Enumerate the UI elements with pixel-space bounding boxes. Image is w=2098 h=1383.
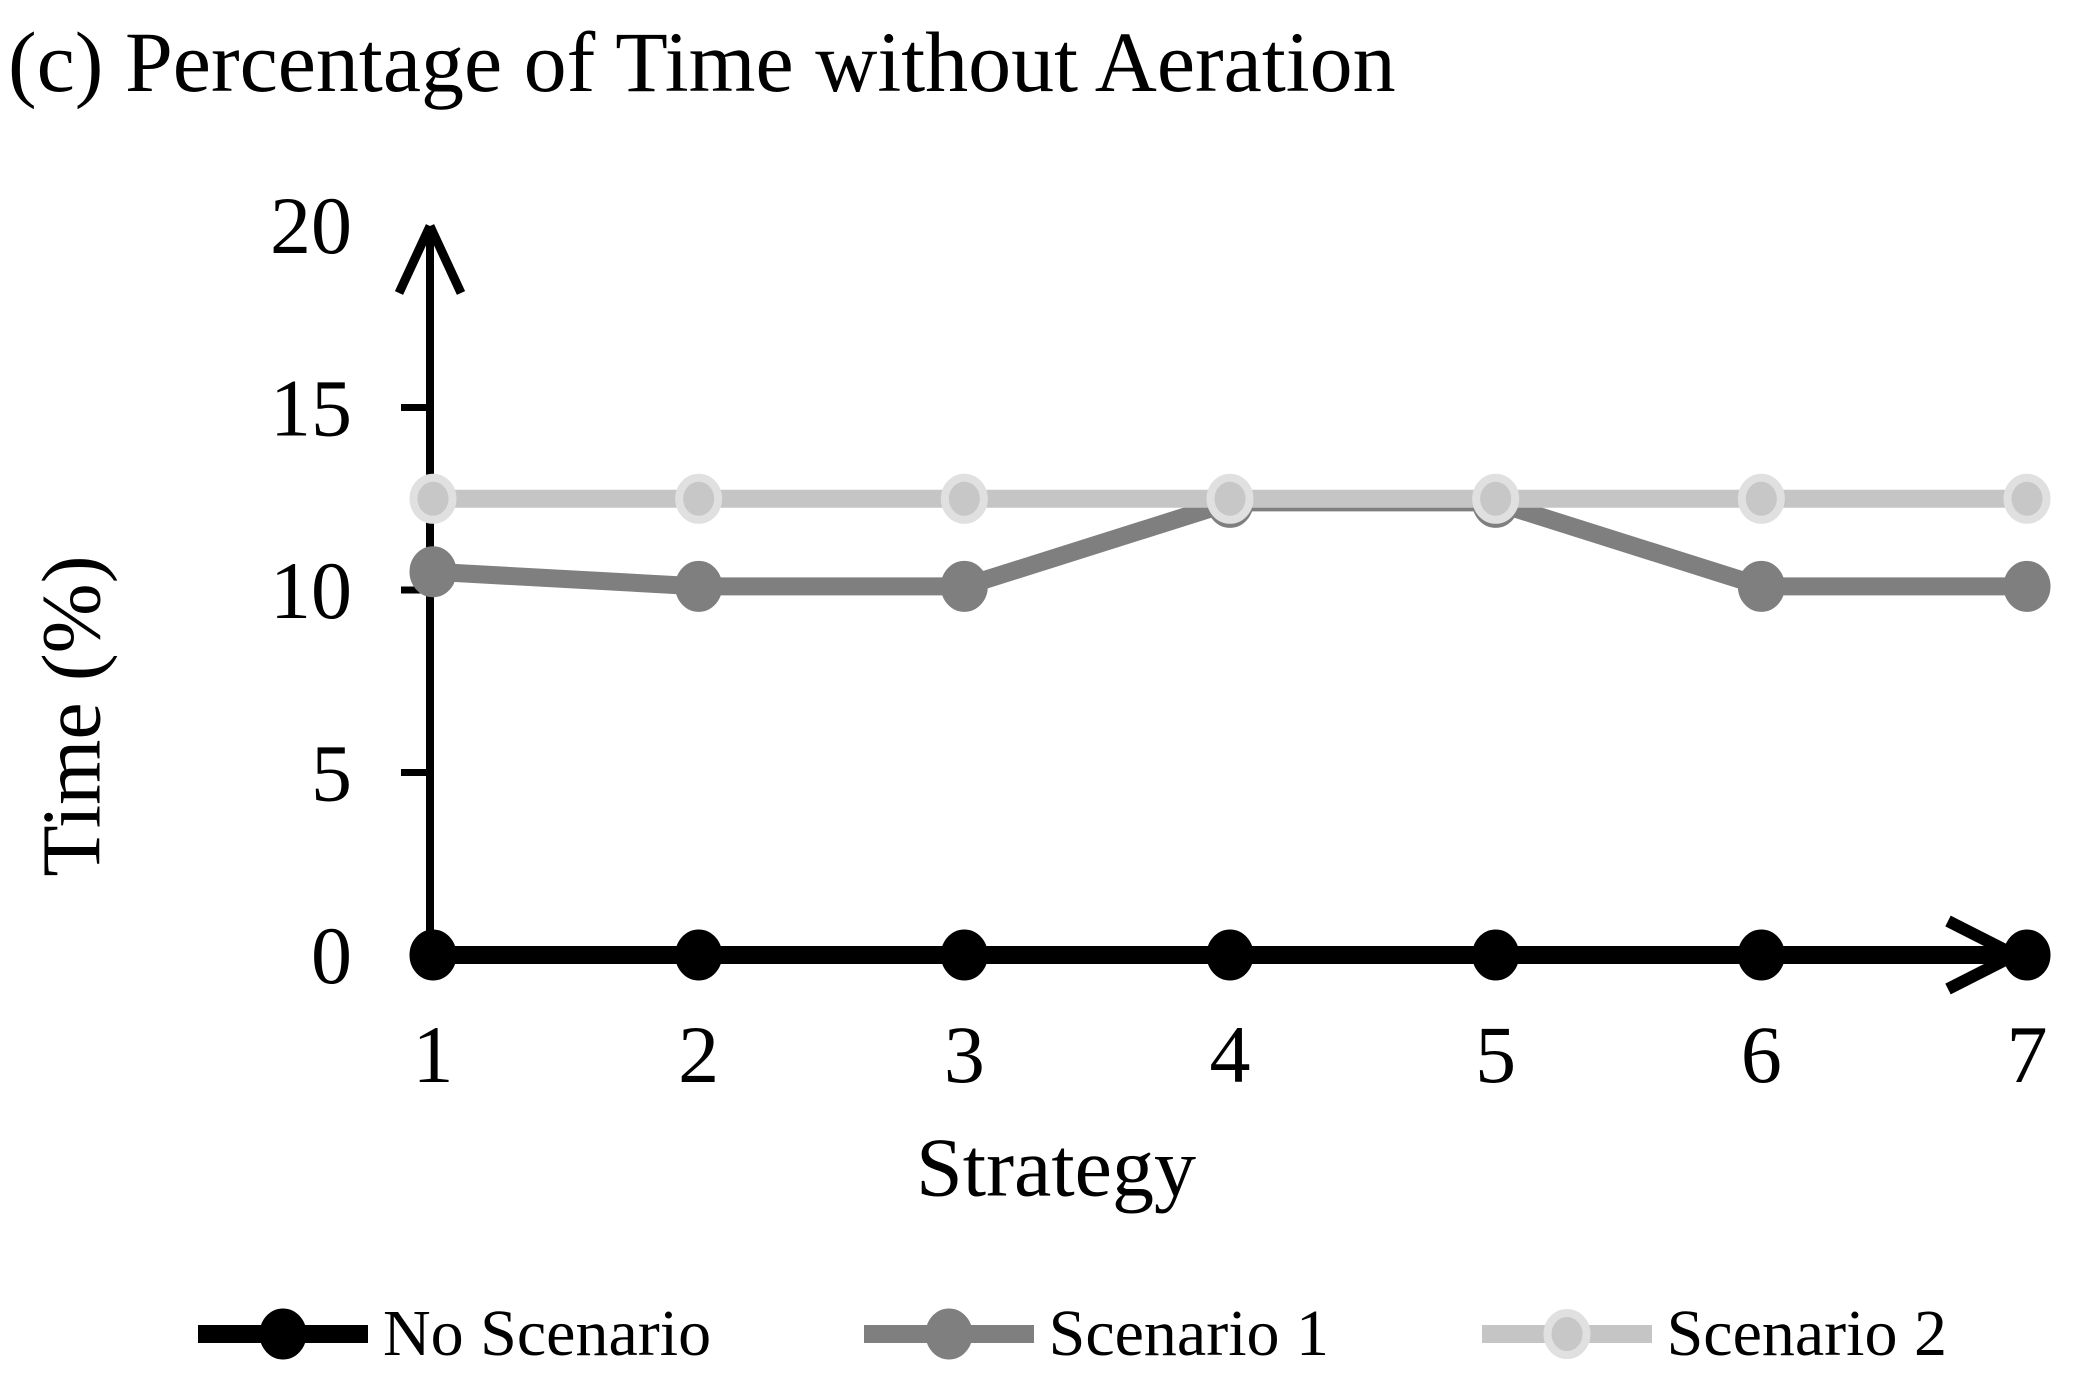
x-tick-label: 6 xyxy=(1741,1009,1782,1100)
x-tick-label: 5 xyxy=(1475,1009,1516,1100)
series-marker-scenario-1 xyxy=(409,546,457,598)
y-tick-label: 15 xyxy=(270,363,352,454)
series-marker-scenario-1 xyxy=(940,560,988,612)
y-tick-label: 5 xyxy=(311,728,352,819)
legend-item-scenario-2: Scenario 2 xyxy=(1479,1296,1947,1372)
x-tick-label: 3 xyxy=(944,1009,985,1100)
legend-marker-sample xyxy=(925,1308,973,1360)
y-tick-label: 20 xyxy=(270,180,352,271)
x-axis-title: Strategy xyxy=(916,1121,1196,1215)
legend-marker-sample xyxy=(259,1308,307,1360)
legend-item-scenario-1: Scenario 1 xyxy=(861,1296,1329,1372)
legend-label: Scenario 2 xyxy=(1666,1297,1947,1370)
series-marker-no-scenario xyxy=(940,929,988,981)
legend-label: Scenario 1 xyxy=(1048,1297,1330,1370)
series-marker-scenario-1 xyxy=(1737,560,1785,612)
series-marker-scenario-2 xyxy=(1472,473,1520,524)
series-marker-scenario-2 xyxy=(675,473,723,524)
legend-swatch-icon xyxy=(863,1308,1034,1360)
y-axis-arrow-icon xyxy=(425,224,466,295)
x-tick-label: 1 xyxy=(413,1009,454,1100)
y-tick-label: 10 xyxy=(270,545,352,636)
series-marker-scenario-2 xyxy=(1206,473,1254,524)
series-marker-no-scenario xyxy=(1206,929,1254,981)
series-marker-scenario-1 xyxy=(2003,560,2051,612)
series-marker-scenario-2 xyxy=(940,473,988,524)
y-axis-arrow-icon xyxy=(394,224,435,295)
series-marker-no-scenario xyxy=(1472,929,1520,981)
chart-title: (c) Percentage of Time without Aeration xyxy=(8,14,1396,110)
series-marker-no-scenario xyxy=(675,929,723,981)
legend-swatch-icon xyxy=(1481,1309,1652,1359)
series-marker-no-scenario xyxy=(1737,929,1785,981)
x-tick-label: 4 xyxy=(1210,1009,1251,1100)
legend-item-no-scenario: No Scenario xyxy=(195,1296,711,1372)
series-marker-scenario-2 xyxy=(1737,473,1785,524)
legend: No Scenario Scenario 1 Scenario 2 xyxy=(195,1288,1947,1380)
legend-swatch-icon xyxy=(198,1308,368,1360)
series-marker-no-scenario xyxy=(409,929,457,981)
y-tick-label: 0 xyxy=(311,910,352,1001)
legend-marker-sample xyxy=(1543,1309,1591,1359)
series-marker-no-scenario xyxy=(2003,929,2051,981)
x-tick-label: 7 xyxy=(2007,1009,2048,1100)
legend-label: No Scenario xyxy=(383,1297,712,1370)
series-marker-scenario-2 xyxy=(409,473,457,524)
x-tick-label: 2 xyxy=(678,1009,719,1100)
series-marker-scenario-1 xyxy=(675,560,723,612)
series-marker-scenario-2 xyxy=(2003,473,2051,524)
